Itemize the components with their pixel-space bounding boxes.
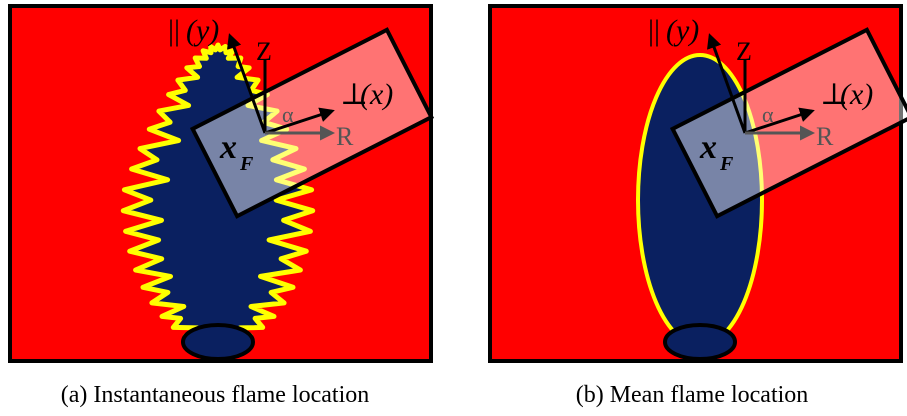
z-label: Z: [736, 37, 752, 66]
z-label: Z: [256, 37, 272, 66]
x-label: x: [699, 129, 717, 166]
r-label: R: [816, 122, 834, 151]
r-label: R: [336, 122, 354, 151]
parallel-axis: (y): [186, 14, 219, 47]
caption: (b) Mean flame location: [576, 382, 809, 408]
x-label: x: [219, 129, 237, 166]
parallel-symbol: ||: [648, 14, 660, 47]
x-subscript: F: [239, 153, 254, 175]
nozzle: [183, 325, 253, 359]
alpha-label: α: [282, 102, 294, 127]
caption: (a) Instantaneous flame location: [61, 382, 370, 408]
x-subscript: F: [719, 153, 734, 175]
alpha-label: α: [762, 102, 774, 127]
parallel-symbol: ||: [168, 14, 180, 47]
figure: ||(y)Z⊥(x)αRxF||(y)Z⊥(x)αRxF (a) Instant…: [0, 0, 907, 416]
perpendicular-axis: (x): [840, 78, 873, 111]
perpendicular-axis: (x): [360, 78, 393, 111]
parallel-axis: (y): [666, 14, 699, 47]
nozzle: [665, 325, 735, 359]
